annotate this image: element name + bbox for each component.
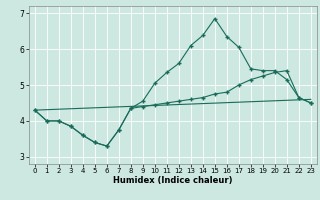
X-axis label: Humidex (Indice chaleur): Humidex (Indice chaleur) (113, 176, 233, 185)
